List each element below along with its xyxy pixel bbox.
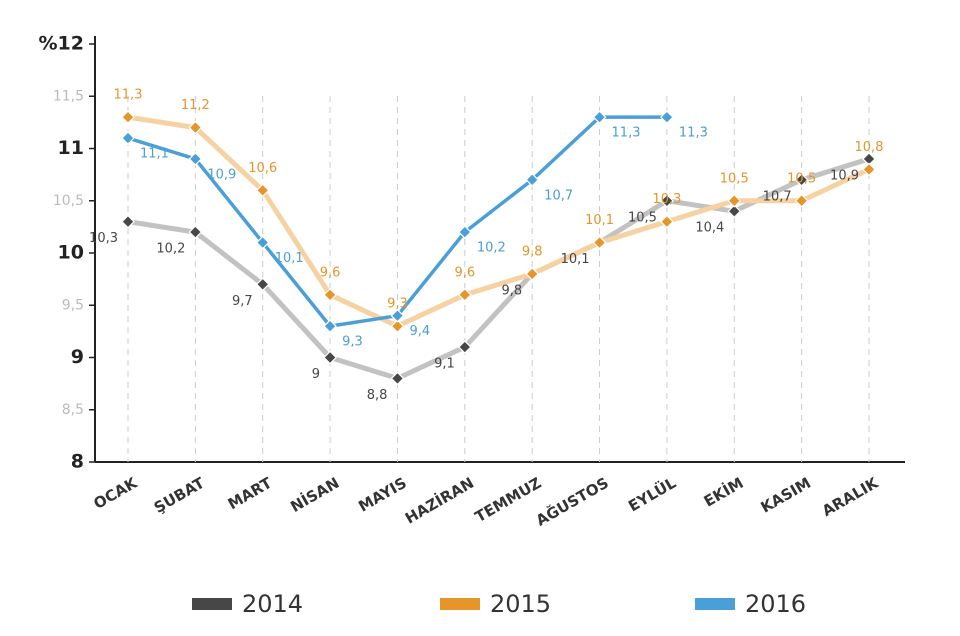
point-marker xyxy=(794,173,809,187)
point-marker xyxy=(121,131,135,145)
y-tick-label: 10,5 xyxy=(53,193,84,209)
x-tick-label: KASIM xyxy=(758,474,814,517)
point-marker xyxy=(457,225,472,239)
x-tick-label: ARALIK xyxy=(819,473,882,520)
x-tick-label: EKİM xyxy=(700,473,746,511)
point-marker xyxy=(121,110,135,124)
x-tick-label: MART xyxy=(225,473,276,513)
point-marker xyxy=(390,319,405,333)
point-marker xyxy=(255,235,270,250)
data-label: 9,8 xyxy=(522,244,543,259)
y-tick-label: 9,5 xyxy=(62,297,84,313)
data-label: 9 xyxy=(312,367,320,382)
data-label: 10,3 xyxy=(89,231,118,246)
point-marker xyxy=(457,340,472,354)
point-marker xyxy=(323,319,337,333)
point-marker xyxy=(727,204,742,219)
series-line xyxy=(125,156,872,381)
y-tick-label: 10 xyxy=(58,242,84,264)
legend-label: 2016 xyxy=(745,590,806,618)
data-label: 10,4 xyxy=(695,221,724,236)
data-label: 11,1 xyxy=(140,147,169,162)
data-label: 10,6 xyxy=(248,161,277,176)
legend-swatch xyxy=(695,598,735,610)
point-marker xyxy=(188,120,203,135)
data-label: 10,1 xyxy=(275,251,304,266)
x-tick-label: AĞUSTOS xyxy=(532,473,611,530)
point-marker xyxy=(390,308,405,323)
series-line xyxy=(125,114,872,329)
x-tick-label: TEMMUZ xyxy=(472,474,545,526)
data-label: 10,2 xyxy=(477,241,506,256)
point-marker xyxy=(121,214,135,229)
data-label: 9,1 xyxy=(434,357,455,372)
data-label: 10,7 xyxy=(544,188,573,203)
data-label: 11,3 xyxy=(679,126,708,141)
y-tick-label: 8,5 xyxy=(62,402,84,418)
data-label: 9,3 xyxy=(387,297,408,312)
point-marker xyxy=(255,277,270,292)
data-label: 9,3 xyxy=(342,335,363,350)
point-marker xyxy=(727,193,742,208)
data-label: 10,5 xyxy=(628,210,657,225)
point-marker xyxy=(862,162,876,177)
point-marker xyxy=(323,350,337,365)
legend-label: 2015 xyxy=(490,590,551,618)
point-marker xyxy=(660,110,674,124)
x-tick-label: MAYIS xyxy=(355,474,409,516)
point-marker xyxy=(794,193,809,208)
y-tick-label: 11,5 xyxy=(53,88,84,104)
point-marker xyxy=(188,225,203,239)
data-label: 9,6 xyxy=(320,265,341,280)
data-label: 10,1 xyxy=(585,213,614,228)
x-tick-label: EYLÜL xyxy=(625,473,680,516)
legend-label: 2014 xyxy=(242,590,303,618)
point-marker xyxy=(323,287,337,302)
x-tick-label: OCAK xyxy=(91,473,142,513)
data-label: 10,2 xyxy=(156,242,185,257)
legend-swatch xyxy=(192,598,232,610)
point-marker xyxy=(592,235,607,250)
y-tick-label: %12 xyxy=(39,33,84,55)
data-label: 10,8 xyxy=(855,140,884,155)
y-tick-label: 9 xyxy=(71,346,84,368)
point-marker xyxy=(592,110,607,124)
data-label: 8,8 xyxy=(367,388,388,403)
data-label: 9,7 xyxy=(232,294,253,309)
x-tick-label: HAZİRAN xyxy=(401,473,477,528)
data-label: 11,3 xyxy=(114,88,143,103)
x-tick-label: ŞUBAT xyxy=(151,473,208,517)
data-label: 9,8 xyxy=(501,283,522,298)
x-tick-label: NİSAN xyxy=(287,473,342,516)
data-label: 10,5 xyxy=(720,171,749,186)
point-marker xyxy=(457,287,472,302)
data-label: 10,1 xyxy=(561,252,590,267)
data-label: 10,7 xyxy=(763,189,792,204)
point-marker xyxy=(390,371,405,386)
y-tick-label: 11 xyxy=(58,137,84,159)
data-label: 10,5 xyxy=(787,171,816,186)
data-label: 11,3 xyxy=(612,126,641,141)
point-marker xyxy=(525,173,540,187)
data-label: 9,6 xyxy=(454,265,475,280)
point-marker xyxy=(188,152,203,166)
legend-swatch xyxy=(440,598,480,610)
data-label: 10,9 xyxy=(207,167,236,182)
data-label: 9,4 xyxy=(409,324,430,339)
y-tick-label: 8 xyxy=(71,451,84,473)
data-label: 11,2 xyxy=(181,98,210,113)
data-label: 10,3 xyxy=(652,192,681,207)
data-label: 10,9 xyxy=(830,168,859,183)
point-marker xyxy=(255,183,270,198)
point-marker xyxy=(660,214,674,229)
point-marker xyxy=(525,267,540,281)
point-marker xyxy=(660,193,674,208)
